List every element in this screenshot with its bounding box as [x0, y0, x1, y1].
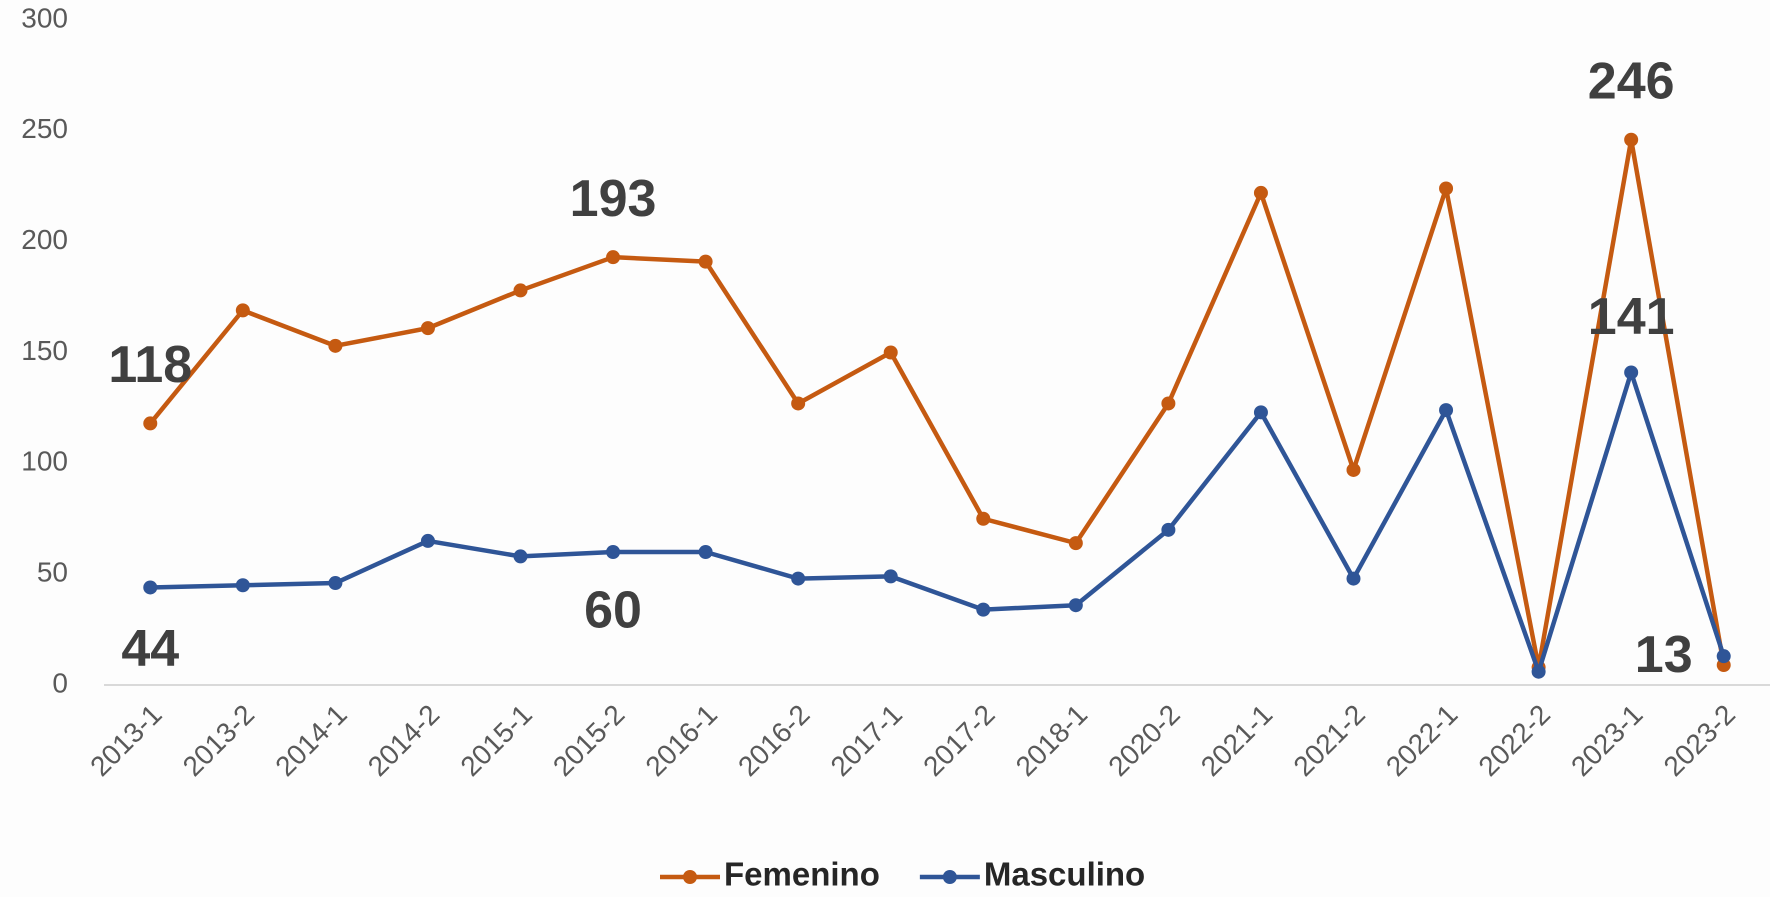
data-point: [606, 250, 621, 265]
data-point: [1346, 571, 1361, 586]
legend-marker: [942, 870, 957, 884]
data-label: 193: [570, 170, 657, 228]
legend-label: Masculino: [984, 856, 1145, 893]
data-label: 118: [108, 336, 192, 394]
data-point: [883, 345, 898, 360]
data-point: [1068, 598, 1083, 613]
data-point: [1531, 664, 1546, 679]
data-point: [1439, 403, 1454, 418]
data-point: [328, 576, 343, 591]
data-point: [1161, 522, 1176, 537]
y-tick-label: 300: [21, 2, 68, 33]
data-point: [883, 569, 898, 584]
data-label: 13: [1635, 626, 1693, 684]
data-point: [420, 533, 435, 548]
y-tick-label: 50: [37, 557, 68, 588]
data-point: [1253, 405, 1268, 420]
y-tick-label: 0: [52, 667, 68, 698]
data-point: [791, 396, 806, 411]
data-label: 246: [1588, 52, 1675, 110]
legend-marker: [683, 870, 697, 884]
y-tick-label: 100: [21, 446, 68, 477]
data-point: [1624, 132, 1639, 147]
data-point: [1346, 462, 1361, 477]
data-point: [698, 254, 713, 269]
data-point: [698, 545, 713, 559]
data-point: [143, 580, 158, 595]
legend-label: Femenino: [724, 856, 880, 893]
data-label: 44: [121, 620, 179, 678]
data-point: [143, 416, 158, 431]
data-point: [328, 338, 343, 353]
data-point: [606, 545, 621, 559]
data-point: [976, 602, 991, 617]
y-tick-label: 250: [21, 113, 68, 144]
data-point: [1624, 365, 1639, 380]
data-point: [235, 578, 250, 593]
data-label: 141: [1588, 288, 1675, 346]
y-tick-label: 150: [21, 335, 68, 366]
y-tick-label: 200: [21, 224, 68, 255]
data-point: [1439, 181, 1454, 196]
data-point: [976, 511, 991, 526]
data-point: [235, 303, 250, 318]
data-point: [1161, 396, 1176, 411]
data-point: [513, 283, 528, 298]
data-label: 60: [584, 582, 642, 640]
data-point: [513, 549, 528, 564]
series-line: [148, 137, 1726, 670]
data-point: [420, 321, 435, 336]
data-point: [791, 571, 806, 586]
data-point: [1253, 185, 1268, 200]
series-line: [150, 370, 1726, 674]
data-point: [1068, 536, 1083, 551]
data-point: [1716, 649, 1731, 664]
